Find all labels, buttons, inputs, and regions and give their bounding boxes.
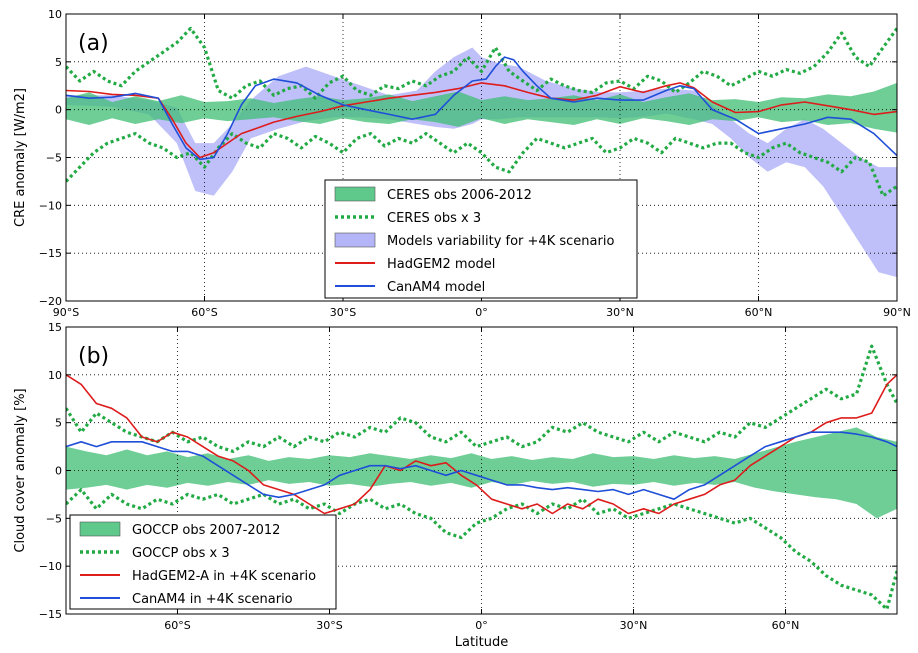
y-tick-label: −10 (39, 560, 62, 573)
series-canam4-model (66, 56, 897, 161)
y-tick-label: −15 (39, 608, 62, 621)
series-ceres-obs-x-3-lower- (66, 132, 897, 198)
legend-label: CanAM4 in +4K scenario (132, 592, 293, 607)
panel-label: (a) (78, 31, 109, 56)
x-tick-label: 30°N (606, 306, 634, 319)
x-tick-label: 60°S (164, 619, 190, 632)
series-hadgem2-model (66, 82, 897, 159)
y-tick-label: −15 (39, 247, 62, 260)
legend-swatch (334, 186, 376, 202)
x-tick-label: 30°N (620, 619, 648, 632)
y-tick-label: −5 (46, 152, 62, 165)
y-axis-label: CRE anomaly [W/m2] (13, 88, 28, 227)
y-axis-label: Cloud cover anomaly [%] (13, 388, 28, 552)
y-tick-label: −20 (39, 295, 62, 308)
y-tick-label: −5 (46, 512, 62, 525)
plot-area (66, 14, 897, 301)
series-ceres-obs-x-3 (66, 26, 897, 100)
legend: CERES obs 2006-2012 CERES obs x 3 Models v… (324, 179, 638, 299)
legend-label: GOCCP obs 2007-2012 (132, 523, 280, 538)
x-tick-label: 60°N (772, 619, 800, 632)
obs-band (66, 427, 897, 519)
legend-label: Models variability for +4K scenario (387, 234, 614, 249)
panel-label: (b) (78, 344, 109, 369)
legend-label: CanAM4 model (387, 280, 485, 295)
y-tick-label: 0 (55, 104, 62, 117)
legend-label: CERES obs x 3 (387, 211, 481, 226)
y-tick-label: −10 (39, 199, 62, 212)
legend-label: HadGEM2-A in +4K scenario (132, 569, 316, 584)
obs-band (66, 82, 897, 133)
x-tick-label: 0° (475, 619, 488, 632)
x-tick-label: 60°N (745, 306, 773, 319)
plot-area (66, 327, 897, 614)
legend-swatch (79, 521, 121, 537)
series-goccp-obs-x-3-lower- (66, 488, 897, 611)
y-tick-label: 5 (55, 417, 62, 430)
x-tick-label: 90°N (883, 306, 911, 319)
x-tick-label: 90°S (53, 306, 79, 319)
legend-label: GOCCP obs x 3 (132, 546, 230, 561)
x-tick-label: 30°S (316, 619, 342, 632)
y-tick-label: 5 (55, 56, 62, 69)
panel-b: 60°S 30°S 0° 30°N 60°N −15 −10 −5 0 5 10 15 (b) Cloud… (13, 321, 898, 650)
legend-label: HadGEM2 model (387, 257, 495, 272)
y-tick-label: 10 (48, 8, 62, 21)
series-canam4-in-4k-scenario (66, 431, 897, 500)
y-tick-label: 0 (55, 465, 62, 478)
x-axis-label: Latitude (455, 635, 509, 650)
panel-a: 90°S 60°S 30°S 0° 30°N 60°N 90°N −20 −15 −10 −5 0 5 1… (13, 8, 911, 319)
series-goccp-obs-x-3 (66, 344, 897, 453)
x-tick-label: 0° (475, 306, 488, 319)
legend-label: CERES obs 2006-2012 (387, 188, 532, 203)
series-hadgem2-a-in-4k-scenario (66, 374, 897, 515)
y-tick-label: 15 (48, 321, 62, 334)
x-tick-label: 60°S (191, 306, 217, 319)
legend-box (324, 179, 638, 299)
x-tick-label: 30°S (330, 306, 356, 319)
y-tick-label: 10 (48, 369, 62, 382)
legend-swatch (334, 232, 376, 248)
legend: GOCCP obs 2007-2012 GOCCP obs x 3 HadGEM2-… (69, 514, 337, 610)
